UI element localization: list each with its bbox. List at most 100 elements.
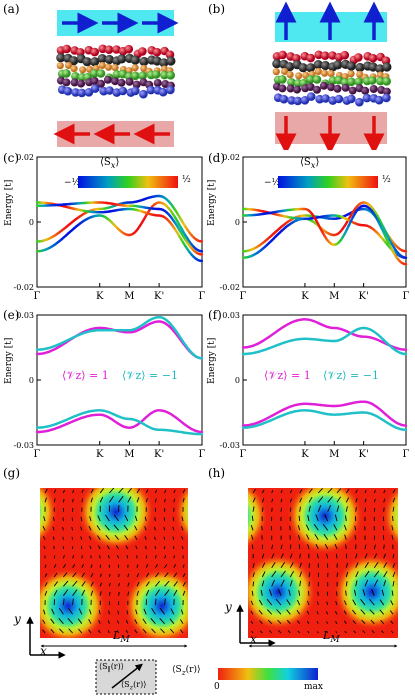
- y-axis-label-f: Energy [t]: [207, 337, 217, 384]
- length-label-h: LM: [323, 629, 340, 646]
- atom: [90, 84, 100, 93]
- spin-arrow: [81, 498, 84, 503]
- atom: [295, 72, 303, 80]
- spin-arrow: [327, 505, 332, 512]
- spin-arrow: [308, 572, 311, 578]
- spin-arrow: [81, 589, 86, 596]
- spin-arrow: [181, 516, 184, 522]
- spin-arrow: [182, 489, 186, 494]
- spin-arrow: [280, 561, 286, 568]
- spin-arrow: [307, 591, 310, 596]
- spin-arrow: [280, 570, 286, 578]
- spin-arrow: [116, 630, 119, 634]
- spin-arrow: [150, 618, 156, 624]
- spin-arrow: [326, 591, 329, 596]
- spin-arrow: [355, 498, 358, 503]
- spin-arrow: [164, 589, 170, 596]
- spin-arrow: [268, 589, 273, 596]
- atom: [362, 93, 372, 103]
- spin-vortex: [287, 488, 363, 554]
- y-tick-label: -0.02: [219, 283, 240, 292]
- spin-arrow: [369, 598, 375, 606]
- x-tick-label: Γ: [199, 291, 206, 302]
- atom: [153, 79, 162, 87]
- atom: [298, 63, 308, 73]
- spin-arrow: [345, 590, 347, 596]
- spin-arrow: [252, 581, 255, 587]
- spin-arrow: [373, 561, 379, 568]
- atom: [355, 62, 365, 73]
- band-plot-f: Γ K M K' Γ 0.03 0 -0.03: [219, 311, 409, 460]
- spin-arrow: [118, 573, 120, 578]
- spin-vortex: [40, 568, 106, 638]
- spin-arrow: [89, 516, 92, 522]
- spin-arrow: [90, 590, 94, 596]
- spin-arrow: [155, 580, 161, 587]
- spin-arrow: [151, 607, 156, 615]
- y-tick-label: 0.02: [16, 153, 34, 162]
- spin-arrow: [154, 517, 156, 522]
- atom: [77, 88, 87, 98]
- spin-arrow: [154, 536, 156, 540]
- atom: [320, 51, 330, 60]
- spin-arrow: [118, 495, 124, 503]
- spin-arrow: [250, 610, 254, 615]
- band-plot-c: Γ K M K' Γ 0.02 0 -0.02: [13, 153, 205, 302]
- spin-arrow: [344, 630, 347, 634]
- spin-arrow: [44, 564, 47, 568]
- spin-arrow: [164, 580, 170, 587]
- spin-colorbar-d: ⟨Sx⟩ −½ ½: [264, 157, 391, 188]
- spin-arrow: [360, 609, 366, 615]
- spin-arrow: [258, 609, 263, 615]
- spin-arrow: [173, 581, 178, 587]
- spin-arrow: [164, 498, 166, 503]
- atom: [286, 84, 295, 93]
- spin-arrow: [136, 581, 140, 587]
- spin-arrow: [307, 544, 310, 550]
- spin-arrow: [108, 582, 111, 587]
- atom: [327, 83, 336, 92]
- spin-arrow: [326, 631, 329, 634]
- spin-arrow: [53, 589, 58, 596]
- spin-arrow: [72, 563, 76, 568]
- spin-arrow: [144, 536, 147, 540]
- atom: [146, 85, 156, 95]
- spin-arrow: [81, 555, 83, 559]
- spin-arrow: [81, 581, 86, 587]
- spin-arrow: [62, 598, 65, 606]
- atom: [151, 70, 161, 79]
- atom: [347, 70, 355, 78]
- spin-arrow: [383, 544, 385, 550]
- spin-arrow: [344, 534, 347, 540]
- axis-label-x-g: x: [40, 644, 47, 658]
- spin-arrow: [71, 517, 74, 522]
- spin-arrow: [297, 534, 301, 540]
- spin-arrow: [289, 525, 291, 531]
- spin-arrow: [182, 564, 185, 568]
- spin-arrow: [99, 555, 101, 559]
- spin-arrow: [145, 564, 149, 568]
- atom: [131, 71, 140, 81]
- spin-arrow: [142, 618, 147, 624]
- spin-arrow: [68, 607, 73, 615]
- spin-arrow: [113, 524, 119, 531]
- spin-arrow: [286, 619, 291, 624]
- spin-arrow: [117, 555, 120, 559]
- spin-arrow: [286, 609, 291, 615]
- spin-arrow: [343, 524, 347, 531]
- spin-arrow: [352, 620, 357, 624]
- spin-arrow: [154, 598, 157, 606]
- spin-arrow: [335, 610, 338, 615]
- spin-arrow: [335, 553, 338, 559]
- spin-arrow: [277, 589, 282, 596]
- atom: [90, 77, 99, 85]
- spin-arrow: [251, 544, 254, 550]
- atom: [62, 44, 71, 54]
- spin-arrow: [98, 629, 101, 634]
- y-tick-label: -0.03: [13, 441, 34, 450]
- atom: [368, 53, 378, 63]
- spin-map-h: [248, 488, 398, 638]
- atom: [105, 63, 113, 71]
- spin-arrow: [373, 579, 379, 587]
- atom: [112, 45, 121, 54]
